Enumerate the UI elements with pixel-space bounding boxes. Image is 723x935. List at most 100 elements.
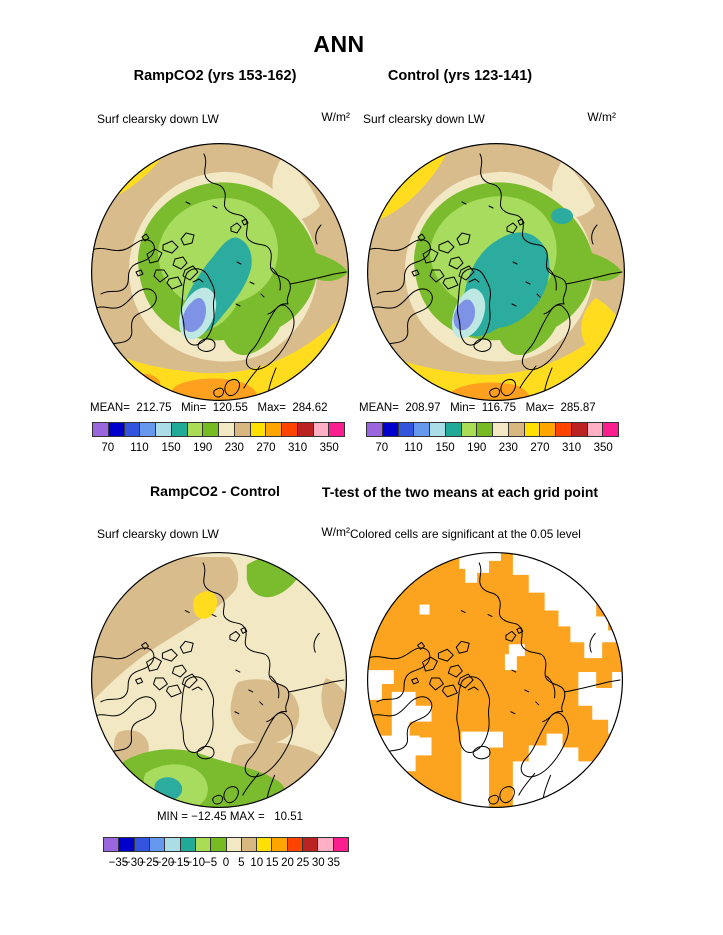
stats-diff: MIN = −12.45 MAX = 10.51 [156, 811, 304, 823]
colorbar-diff [103, 837, 349, 852]
figure-title: ANN [313, 31, 365, 57]
colorbar-cell [170, 423, 187, 436]
panel-control-units: W/m² [587, 110, 616, 124]
colorbar-cell [523, 423, 540, 436]
panel-diff-variable: Surf clearsky down LW [97, 527, 219, 541]
colorbar-tick: 310 [287, 442, 308, 454]
colorbar-cell [302, 838, 318, 851]
panel-diff-title: RampCO2 - Control [150, 483, 280, 499]
colorbar-tick: −35 [108, 857, 129, 869]
colorbar-cell [281, 423, 297, 436]
colorbar-tick: 270 [530, 442, 550, 454]
map-outline [90, 551, 348, 809]
map-diff [90, 551, 348, 809]
map-outline [367, 143, 625, 401]
colorbar-cell [367, 423, 382, 436]
contour-teal-spot [551, 208, 573, 224]
contour-yellow-spot [193, 591, 218, 619]
colorbar-cell [413, 423, 429, 436]
stats-control: MEAN= 208.97 Min= 116.75 Max= 285.87 [359, 402, 596, 414]
significant-island [409, 721, 424, 736]
contour-cream-gap [272, 156, 320, 220]
stats-ramp: MEAN= 212.75 Min= 120.55 Max= 284.62 [90, 402, 328, 414]
colorbar-cell [186, 423, 203, 436]
colorbar-cell [296, 423, 313, 436]
colorbar-cell [586, 423, 603, 436]
colorbar-ramp-ticks: 70 110 150 190 230 270 310 350 [92, 442, 345, 456]
contour-blue-core [182, 298, 207, 332]
colorbar-cell [312, 423, 329, 436]
panel-diff-units: W/m² [321, 525, 350, 539]
colorbar-tick: 350 [319, 442, 339, 454]
colorbar-tick: 10 [250, 857, 264, 869]
colorbar-tick: 0 [222, 857, 230, 869]
colorbar-tick: −5 [204, 857, 218, 869]
colorbar-cell [240, 838, 257, 851]
colorbar-tick: 70 [101, 442, 115, 454]
colorbar-cell [328, 423, 344, 436]
panel-ramp-variable: Surf clearsky down LW [97, 112, 219, 126]
colorbar-tick: 310 [561, 442, 582, 454]
colorbar-cell [317, 838, 333, 851]
colorbar-cell [249, 423, 266, 436]
colorbar-cell [133, 838, 149, 851]
panel-ramp-units: W/m² [321, 110, 350, 124]
colorbar-cell [123, 423, 140, 436]
colorbar-cell [539, 423, 555, 436]
colorbar-cell [476, 423, 492, 436]
colorbar-cell [555, 423, 571, 436]
colorbar-cell [118, 838, 134, 851]
colorbar-cell [265, 423, 281, 436]
colorbar-control-ticks: 70 110 150 190 230 270 310 350 [366, 442, 619, 456]
colorbar-tick: −30 [123, 857, 144, 869]
colorbar-diff-ticks: −35 −30 −25 −20 −15 −10 −5 0 5 10 15 20 25 30 35 [103, 857, 349, 871]
colorbar-cell [93, 423, 108, 436]
colorbar-tick: 5 [238, 857, 245, 869]
colorbar-cell [444, 423, 461, 436]
map-outline [366, 551, 624, 809]
colorbar-control [366, 422, 619, 437]
map-rampco2 [91, 143, 349, 401]
colorbar-tick: 230 [224, 442, 244, 454]
map-outline [91, 143, 349, 401]
contour-cream-gap [552, 160, 595, 218]
colorbar-tick: 190 [193, 442, 213, 454]
colorbar-tick: 70 [375, 442, 389, 454]
colorbar-tick: 190 [467, 442, 487, 454]
colorbar-cell [460, 423, 477, 436]
colorbar-cell [492, 423, 508, 436]
colorbar-cell [210, 838, 226, 851]
map-ttest [366, 551, 624, 809]
colorbar-cell [164, 838, 180, 851]
panel-ramp-title: RampCO2 (yrs 153-162) [133, 68, 297, 84]
colorbar-tick: 350 [593, 442, 613, 454]
colorbar-tick: 150 [435, 442, 455, 454]
colorbar-cell [602, 423, 618, 436]
panel-control-title: Control (yrs 123-141) [387, 68, 533, 84]
colorbar-cell [233, 423, 250, 436]
colorbar-cell [429, 423, 445, 436]
contour-tan-ring [367, 143, 625, 401]
colorbar-tick: 110 [130, 442, 149, 454]
contour-tan-center [230, 679, 300, 744]
colorbar-ramp [92, 422, 345, 437]
colorbar-cell [139, 423, 155, 436]
colorbar-tick: 230 [498, 442, 518, 454]
colorbar-cell [179, 838, 195, 851]
colorbar-tick: 35 [327, 857, 341, 869]
colorbar-cell [104, 838, 119, 851]
colorbar-cell [194, 838, 211, 851]
colorbar-cell [148, 838, 165, 851]
colorbar-cell [155, 423, 171, 436]
colorbar-cell [271, 838, 287, 851]
colorbar-tick: −10 [185, 857, 206, 869]
contour-blue-core [453, 299, 476, 331]
colorbar-tick: 25 [296, 857, 310, 869]
colorbar-tick: 270 [256, 442, 276, 454]
colorbar-tick: 110 [404, 442, 423, 454]
colorbar-cell [570, 423, 587, 436]
colorbar-cell [286, 838, 303, 851]
colorbar-tick: 15 [265, 857, 279, 869]
colorbar-cell [381, 423, 398, 436]
